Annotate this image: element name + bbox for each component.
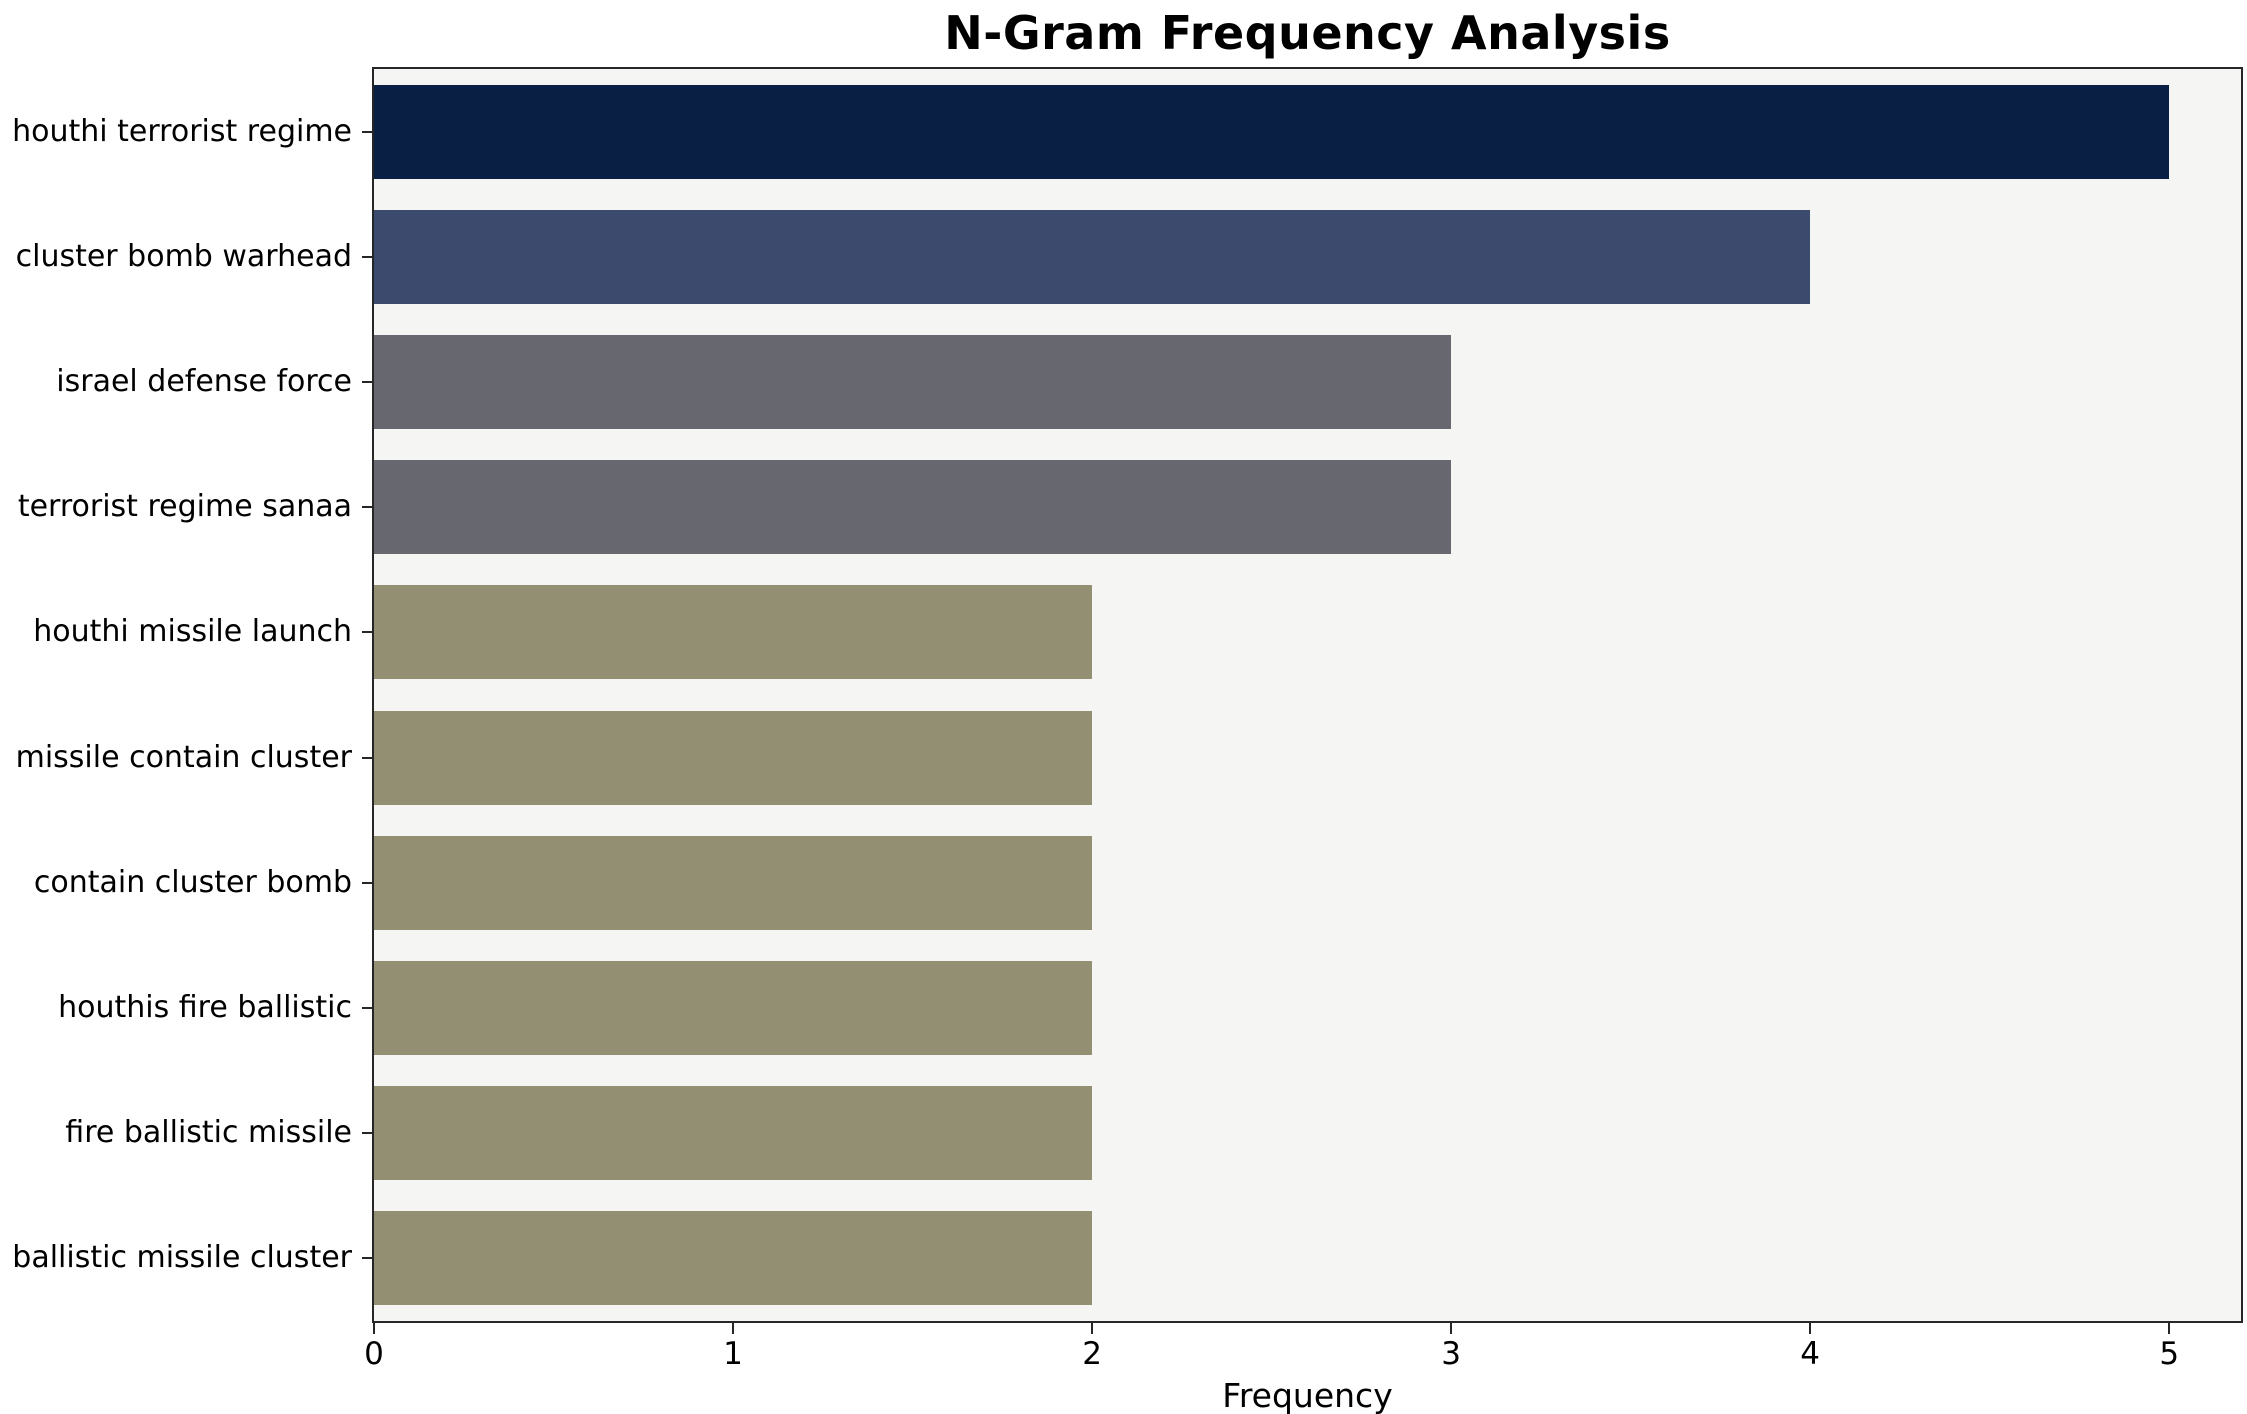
x-tick-mark (373, 1323, 375, 1334)
x-tick-mark (732, 1323, 735, 1334)
y-tick-mark (362, 631, 372, 634)
y-tick-label-8: houthis fire ballistic (58, 990, 352, 1025)
y-tick-label-9: fire ballistic missile (65, 1115, 352, 1151)
x-tick-label: 3 (1441, 1336, 1461, 1372)
y-axis-ticks (362, 67, 372, 1323)
y-tick-mark (362, 1007, 372, 1009)
y-tick-label-2: cluster bomb warhead (15, 238, 352, 274)
y-axis-labels: houthi terrorist regime cluster bomb warh… (0, 67, 352, 1323)
y-tick-mark (362, 506, 372, 509)
y-tick-mark (362, 130, 372, 133)
y-tick-mark (362, 1132, 372, 1135)
x-tick-mark (2168, 1323, 2171, 1334)
y-tick-label-10: ballistic missile cluster (12, 1240, 352, 1276)
bar-9 (374, 1086, 1093, 1181)
y-tick-mark (362, 255, 372, 258)
x-tick-mark (1450, 1323, 1453, 1334)
y-tick-label-4: terrorist regime sanaa (17, 489, 352, 525)
bar-2 (374, 209, 1811, 304)
plot-area (372, 67, 2243, 1323)
chart-title: N-Gram Frequency Analysis (944, 6, 1671, 60)
x-axis-ticks (373, 1323, 2241, 1335)
y-tick-mark (362, 1257, 372, 1260)
y-tick-mark (362, 881, 372, 884)
bar-7 (374, 835, 1093, 930)
x-tick-label: 2 (1082, 1336, 1102, 1372)
x-tick-mark (1809, 1323, 1812, 1334)
x-tick-label: 5 (2159, 1336, 2180, 1372)
y-tick-mark (362, 756, 372, 759)
bar-10 (374, 1211, 1093, 1306)
bar-4 (374, 460, 1452, 555)
x-tick-label: 4 (1800, 1336, 1821, 1372)
x-axis-title: Frequency (1222, 1376, 1393, 1414)
bar-5 (374, 585, 1093, 680)
x-axis-tick-labels: 0 1 2 3 4 5 (364, 1336, 2241, 1379)
y-tick-mark (362, 381, 372, 383)
y-tick-label-1: houthi terrorist regime (12, 113, 352, 149)
bar-6 (374, 710, 1093, 805)
y-tick-label-7: contain cluster bomb (33, 864, 352, 900)
y-tick-label-3: israel defense force (56, 364, 352, 399)
bar-1 (374, 84, 2170, 179)
bar-3 (374, 335, 1452, 429)
x-tick-label: 1 (723, 1336, 743, 1372)
y-tick-label-6: missile contain cluster (15, 739, 352, 775)
bar-8 (374, 961, 1093, 1055)
y-tick-label-5: houthi missile launch (33, 614, 352, 650)
x-tick-mark (1091, 1323, 1094, 1334)
x-tick-label: 0 (364, 1336, 384, 1372)
